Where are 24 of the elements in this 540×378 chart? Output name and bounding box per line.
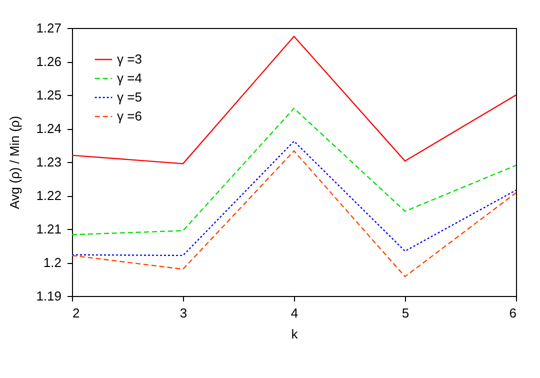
- x-tick-label: 6: [509, 306, 516, 320]
- line-series: [72, 108, 516, 236]
- x-tick-label: 2: [72, 306, 80, 320]
- legend-label: γ =6: [117, 108, 142, 124]
- y-tick-label: 1.19: [36, 288, 62, 304]
- y-tick-label: 1.2: [43, 255, 62, 270]
- x-tick-label: 4: [290, 306, 298, 320]
- y-tick-label: 1.22: [36, 188, 62, 203]
- y-axis-title: Avg (ρ) / Min (ρ): [7, 116, 22, 210]
- line-series: [72, 140, 516, 256]
- y-tick-label: 1.24: [36, 121, 62, 136]
- x-axis-title: k: [291, 326, 298, 342]
- y-tick-label: 1.21: [36, 222, 62, 236]
- y-tick-label: 1.27: [36, 20, 62, 36]
- y-tick-label: 1.26: [36, 54, 62, 69]
- line-series: [72, 150, 516, 278]
- x-tick-label: 3: [180, 306, 188, 320]
- line-series: [72, 36, 516, 164]
- legend-label: γ =3: [117, 52, 142, 66]
- x-tick-label: 5: [402, 306, 410, 320]
- y-tick-label: 1.25: [36, 88, 62, 102]
- legend-label: γ =5: [117, 90, 142, 104]
- y-tick-label: 1.23: [36, 154, 62, 170]
- legend-label: γ =4: [117, 70, 142, 86]
